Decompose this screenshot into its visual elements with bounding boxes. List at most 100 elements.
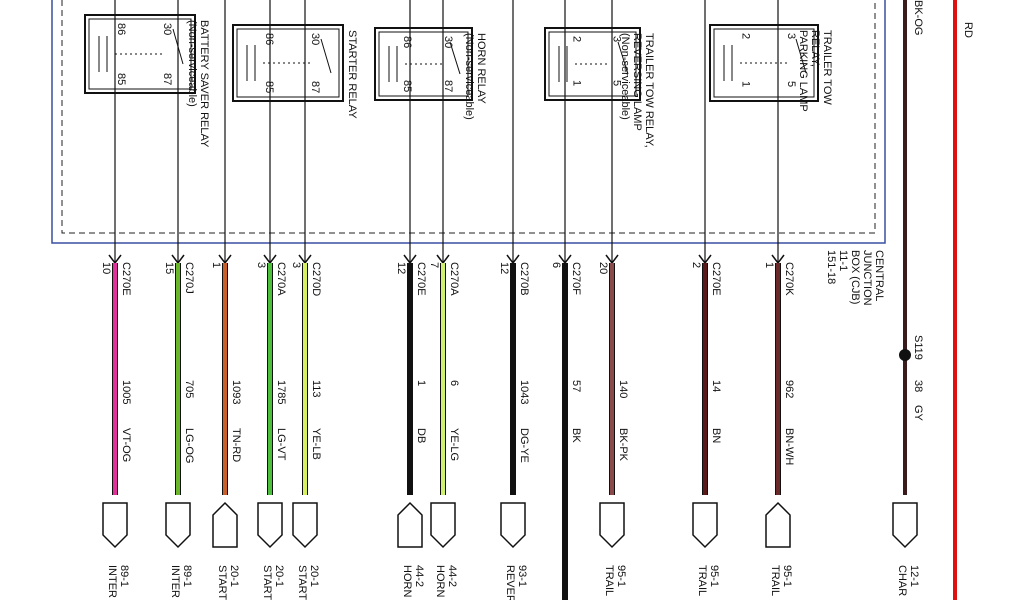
relay-contact: [617, 41, 629, 75]
connector-label: C270A: [448, 262, 460, 296]
destination: TRAIL: [769, 565, 781, 596]
color-code: BK-PK: [617, 428, 629, 462]
destination: INTER: [169, 565, 181, 598]
relay-pin: 85: [401, 80, 413, 92]
destination: 89-1: [181, 565, 193, 587]
color-code: VT-OG: [120, 428, 132, 462]
cjb-label: JUNCTION: [861, 250, 873, 306]
wire-end: [430, 502, 456, 549]
connector-label: C270E: [415, 262, 427, 296]
destination: 44-2: [413, 565, 425, 587]
connector-label: C270D: [310, 262, 322, 296]
relay-pin: 86: [401, 36, 413, 48]
pin-label: 1: [763, 262, 775, 268]
destination: START: [216, 565, 228, 600]
relay-inner: [378, 31, 469, 97]
relay-pin: 85: [115, 73, 127, 85]
relay-pin: 85: [263, 81, 275, 93]
relay-pin: 5: [610, 80, 622, 86]
destination: REVER: [504, 565, 516, 600]
connector-label: C270E: [710, 262, 722, 296]
relay-pin: 87: [309, 81, 321, 93]
relay-pin: 3: [785, 33, 797, 39]
relay-coil: [98, 36, 108, 72]
pin-label: 3: [255, 262, 267, 268]
color-code: RD: [962, 22, 974, 38]
destination: 89-1: [118, 565, 130, 587]
color-code: YE-LB: [310, 428, 322, 460]
destination: 93-1: [516, 565, 528, 587]
cjb-label: 11-1: [837, 250, 849, 271]
circuit-label: 1093: [230, 380, 242, 404]
relay-pin: 3: [610, 36, 622, 42]
destination: 12-1: [908, 565, 920, 587]
relay-title: REVERSING LAMP: [631, 33, 643, 131]
circuit-label: 14: [710, 380, 722, 392]
relay-pin: 30: [309, 33, 321, 45]
destination: HORN: [401, 565, 413, 597]
relay-contact: [795, 38, 807, 74]
color-code: BN: [710, 428, 722, 443]
wire-end: [692, 502, 718, 549]
relay-inner: [713, 28, 815, 98]
color-code: LG-OG: [183, 428, 195, 463]
relay-pin: 2: [739, 33, 751, 39]
color-code: BK-OG: [912, 0, 924, 35]
wire-end: [212, 501, 238, 548]
pin-label: 1: [210, 262, 222, 268]
circuit-label: 1: [415, 380, 427, 386]
color-code: DG-YE: [518, 428, 530, 463]
connector-label: C270A: [275, 262, 287, 296]
circuit-label: 38: [912, 380, 924, 392]
color-code: LG-VT: [275, 428, 287, 461]
relay-inner: [236, 28, 340, 98]
relay-pin: 30: [161, 23, 173, 35]
color-code: DB: [415, 428, 427, 443]
relay-pin: 1: [739, 81, 751, 87]
relay-inner: [88, 18, 192, 90]
connector-label: C270F: [570, 262, 582, 295]
relay-coil: [723, 45, 733, 81]
relay-title: (Non-serviceable): [619, 33, 631, 120]
cjb-label: 151-18: [825, 250, 837, 284]
color-code: GY: [912, 405, 924, 422]
wire-end: [102, 502, 128, 549]
wire-end: [165, 502, 191, 549]
pin-label: 7: [428, 262, 440, 268]
destination: 20-1: [228, 565, 240, 587]
circuit-label: 57: [570, 380, 582, 392]
destination: HORN: [434, 565, 446, 597]
wire-end: [500, 502, 526, 549]
connector-label: C270J: [183, 262, 195, 294]
cjb-label: CENTRAL: [873, 250, 885, 301]
relay-pin: 87: [161, 73, 173, 85]
color-code: TN-RD: [230, 428, 242, 462]
pin-label: 12: [498, 262, 510, 274]
circuit-label: 705: [183, 380, 195, 398]
relay-pin: 86: [115, 23, 127, 35]
relay-coil: [558, 46, 568, 82]
destination: START: [261, 565, 273, 600]
destination: 95-1: [781, 565, 793, 587]
relay-title: BATTERY SAVER RELAY: [198, 20, 210, 148]
circuit-label: 6: [448, 380, 460, 386]
relay-title: (Non-serviceable): [463, 33, 475, 120]
cjb-inner: [61, 0, 876, 234]
destination: TRAIL: [603, 565, 615, 596]
relay-pin: 30: [442, 36, 454, 48]
circuit-label: 1005: [120, 380, 132, 404]
destination: 95-1: [615, 565, 627, 587]
cjb-border: [51, 0, 886, 244]
relay-title: HORN RELAY: [475, 33, 487, 104]
relay-title: STARTER RELAY: [346, 30, 358, 119]
pin-label: 3: [290, 262, 302, 268]
relay-pin: 87: [442, 80, 454, 92]
wire-end: [892, 502, 918, 549]
relay-contact: [320, 38, 332, 74]
relay-box: [709, 24, 819, 102]
destination: CHAR: [896, 565, 908, 596]
wire-end: [257, 502, 283, 549]
relay-inner: [548, 31, 637, 97]
pin-label: 12: [395, 262, 407, 274]
circuit-label: 113: [310, 380, 322, 398]
